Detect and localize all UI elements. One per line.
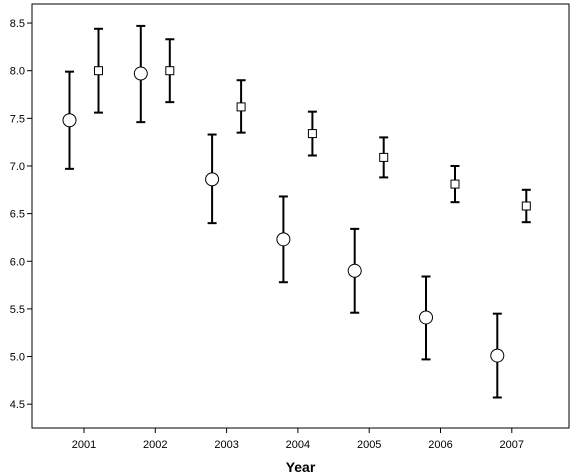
error-bar-group (236, 79, 246, 134)
data-marks (62, 24, 531, 399)
y-tick-label: 6.5 (10, 209, 25, 221)
error-bar-group (347, 227, 362, 314)
data-point-circle (419, 310, 433, 325)
data-point-circle (205, 172, 220, 187)
data-point-circle (490, 348, 505, 363)
y-tick-label: 6.0 (10, 256, 25, 268)
x-tick-label: 2003 (214, 439, 238, 451)
x-tick-label: 2002 (143, 439, 167, 451)
y-tick-label: 7.5 (10, 113, 25, 125)
data-point-square (379, 152, 389, 162)
y-tick-label: 8.0 (10, 66, 25, 78)
error-bar-group (62, 70, 77, 170)
x-axis: 2001 2002 2003 2004 2005 2006 2007 (72, 428, 524, 451)
data-point-square (236, 102, 246, 112)
error-bar-group (379, 136, 389, 179)
data-point-square (165, 66, 175, 76)
error-bar-group (276, 195, 291, 284)
x-tick-label: 2004 (286, 439, 310, 451)
x-tick-label: 2007 (500, 439, 524, 451)
error-bar-group (205, 133, 220, 225)
data-point-circle (347, 263, 362, 278)
data-point-circle (276, 232, 291, 247)
data-point-circle (62, 113, 77, 128)
data-point-square (450, 179, 460, 189)
x-axis-title: Year (286, 459, 316, 475)
data-point-square (94, 66, 103, 76)
y-axis: 4.5 5.0 5.5 6.0 6.5 7.0 7.5 8.0 8.5 (10, 18, 32, 411)
data-point-circle (133, 66, 148, 81)
x-tick-label: 2005 (357, 439, 381, 451)
error-bar-group (94, 27, 103, 114)
plot-area-frame (31, 3, 570, 429)
error-bar-group (450, 164, 460, 204)
data-point-square (307, 129, 317, 139)
y-tick-label: 5.0 (10, 352, 25, 364)
y-tick-label: 8.5 (10, 18, 25, 30)
error-bar-group (521, 188, 531, 224)
error-bar-group (165, 38, 175, 104)
y-tick-label: 5.5 (10, 304, 25, 316)
data-point-square (521, 201, 531, 211)
x-tick-label: 2006 (428, 439, 452, 451)
error-bar-group (133, 24, 148, 124)
error-bar-group (490, 312, 505, 399)
y-tick-label: 4.5 (10, 399, 25, 411)
x-tick-label: 2001 (72, 439, 96, 451)
y-tick-label: 7.0 (10, 161, 25, 173)
error-bar-group (307, 110, 317, 157)
error-bar-group (419, 275, 433, 361)
